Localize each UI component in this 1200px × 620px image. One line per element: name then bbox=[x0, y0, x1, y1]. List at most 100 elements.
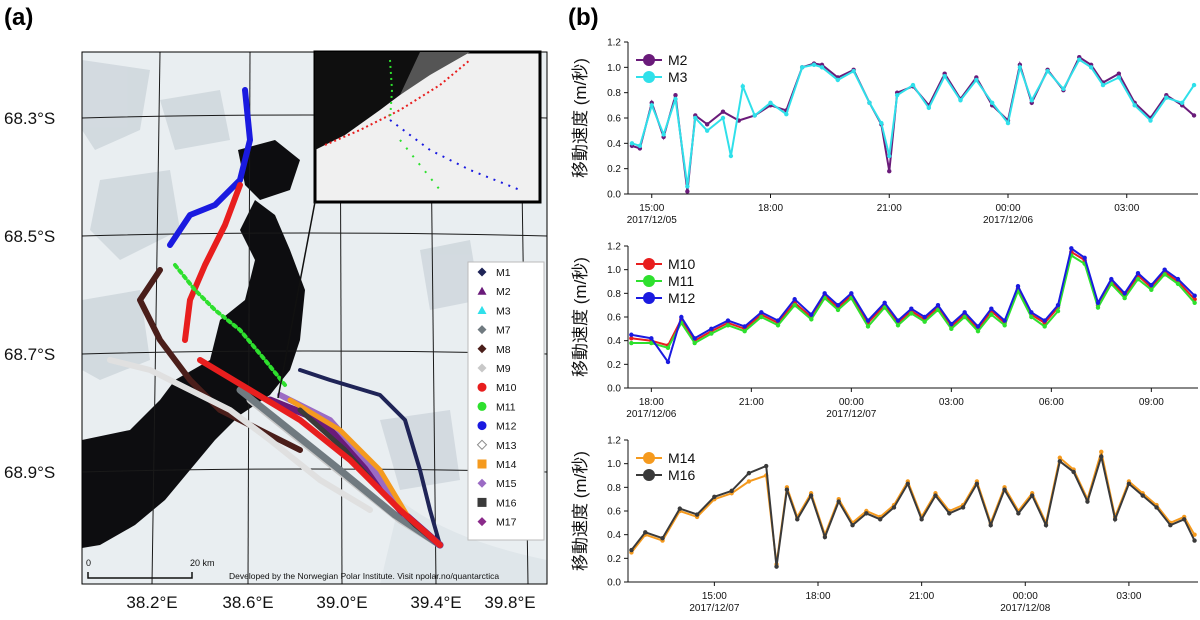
data-point bbox=[1029, 310, 1034, 315]
data-point bbox=[693, 115, 698, 121]
data-point bbox=[849, 291, 854, 296]
legend-marker bbox=[477, 459, 487, 469]
data-point bbox=[1077, 57, 1082, 62]
data-point bbox=[784, 487, 790, 492]
data-point bbox=[865, 318, 871, 323]
legend-label: M14 bbox=[668, 450, 695, 466]
legend-label: M3 bbox=[496, 305, 511, 317]
x-tick-label: 15:00 bbox=[639, 203, 664, 214]
data-point bbox=[752, 113, 757, 118]
drift-tracks bbox=[107, 87, 444, 549]
data-point bbox=[933, 493, 938, 498]
track-m10 bbox=[197, 357, 443, 548]
y-axis-label: 移動速度 (m/秒) bbox=[571, 58, 590, 178]
legend-label: M16 bbox=[496, 497, 517, 509]
inset-leader-line bbox=[277, 201, 316, 399]
data-point bbox=[774, 564, 779, 569]
legend-marker bbox=[477, 478, 487, 488]
data-point bbox=[1016, 511, 1021, 516]
track-m7 bbox=[236, 386, 444, 549]
data-point bbox=[679, 314, 684, 320]
series-line-m16 bbox=[630, 452, 1196, 567]
data-point bbox=[808, 493, 814, 498]
data-point bbox=[661, 132, 666, 137]
data-point bbox=[1179, 100, 1185, 106]
legend-label: M12 bbox=[668, 290, 695, 306]
data-point bbox=[1116, 75, 1122, 80]
x-tick-label: 21:00 bbox=[877, 203, 902, 214]
legend-marker bbox=[643, 292, 655, 304]
panel-b-label: (b) bbox=[568, 4, 599, 31]
legend-label: M11 bbox=[668, 273, 694, 289]
lon-label: 39.0°E bbox=[316, 593, 367, 612]
legend-label: M3 bbox=[668, 69, 688, 85]
data-point bbox=[1192, 532, 1197, 537]
data-point bbox=[974, 77, 979, 83]
data-point bbox=[692, 340, 697, 346]
data-point bbox=[1109, 276, 1114, 282]
data-point bbox=[942, 74, 947, 79]
lat-label: 68.3°S bbox=[4, 109, 55, 128]
data-point bbox=[877, 517, 883, 522]
y-tick-label: 0.8 bbox=[607, 88, 621, 99]
data-point bbox=[629, 332, 634, 337]
data-point bbox=[746, 470, 752, 476]
data-point bbox=[1029, 314, 1034, 320]
data-point bbox=[1061, 86, 1066, 92]
data-point bbox=[763, 463, 769, 469]
track-m11 bbox=[173, 263, 287, 387]
data-point bbox=[922, 319, 927, 324]
data-point bbox=[1099, 454, 1104, 459]
data-point bbox=[989, 312, 994, 317]
y-tick-label: 0.6 bbox=[607, 507, 621, 518]
x-tick-label: 21:00 bbox=[739, 397, 764, 408]
data-point bbox=[935, 302, 941, 308]
legend-marker bbox=[477, 517, 487, 527]
data-point bbox=[962, 314, 967, 320]
data-point bbox=[643, 530, 648, 535]
data-point bbox=[975, 324, 981, 329]
data-point bbox=[835, 302, 841, 308]
x-date-label: 2017/12/07 bbox=[826, 409, 876, 420]
data-point bbox=[775, 318, 781, 323]
data-point bbox=[660, 536, 665, 541]
data-point bbox=[989, 306, 994, 311]
data-point bbox=[1029, 98, 1034, 103]
data-point bbox=[882, 300, 887, 305]
data-point bbox=[887, 169, 892, 174]
x-tick-label: 03:00 bbox=[1114, 203, 1139, 214]
data-point bbox=[1017, 65, 1023, 70]
data-point bbox=[867, 100, 872, 106]
y-axis-label: 移動速度 (m/秒) bbox=[571, 451, 590, 571]
legend-label: M1 bbox=[496, 267, 511, 279]
data-point bbox=[865, 324, 871, 329]
x-tick-label: 15:00 bbox=[702, 591, 727, 602]
data-point bbox=[909, 311, 914, 316]
data-point bbox=[1057, 455, 1063, 460]
data-point bbox=[792, 297, 797, 302]
x-tick-label: 21:00 bbox=[909, 591, 934, 602]
x-date-label: 2017/12/07 bbox=[689, 603, 739, 614]
data-point bbox=[759, 310, 764, 315]
data-point bbox=[1149, 282, 1154, 288]
data-point bbox=[835, 307, 841, 313]
y-tick-label: 0.2 bbox=[607, 554, 621, 565]
data-point bbox=[649, 336, 654, 341]
x-tick-label: 00:00 bbox=[1013, 591, 1038, 602]
data-point bbox=[1071, 469, 1076, 475]
data-point bbox=[677, 506, 683, 511]
series-line-m12 bbox=[631, 246, 1196, 365]
legend-marker bbox=[643, 71, 655, 83]
lon-label: 38.2°E bbox=[126, 593, 177, 612]
legend-label: M14 bbox=[496, 459, 517, 471]
data-point bbox=[665, 359, 671, 365]
data-point bbox=[809, 317, 814, 322]
track-m13 bbox=[107, 357, 373, 513]
lon-label: 39.4°E bbox=[410, 593, 461, 612]
data-point bbox=[822, 534, 828, 540]
data-point bbox=[1154, 505, 1159, 510]
data-point bbox=[949, 321, 954, 327]
legend-label: M17 bbox=[496, 517, 517, 529]
y-tick-label: 1.2 bbox=[607, 242, 621, 253]
